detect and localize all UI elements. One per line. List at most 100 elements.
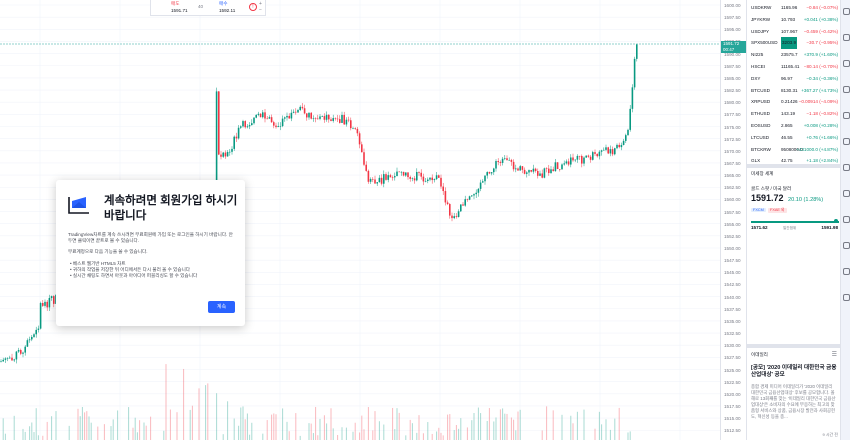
watchlist-row[interactable]: BTCUSD 8130.31 +367.27 (+4.73%) [747,85,841,97]
candle-body [345,119,348,125]
watchlist-change: +431000.0 (+4.87%) [796,146,838,152]
candle-body [248,125,251,127]
watchlist-row[interactable]: BTCKRW 9508000.0 +431000.0 (+4.87%) [747,144,841,156]
toolbar-icon[interactable] [843,294,850,301]
watchlist-change: +0.76 (+1.66%) [806,134,838,140]
candle-body [402,171,405,176]
plus-icon[interactable]: + [259,1,262,7]
exchange-tag[interactable]: FXAE 외 [768,208,787,213]
volume-bar [341,427,343,440]
volume-bar [273,413,275,440]
volume-bar [319,418,321,440]
candle-body [354,128,356,129]
watchlist-symbol: NI225 [751,52,764,58]
volume-bar [502,408,504,440]
toolbar-icon[interactable] [843,164,850,171]
toolbar-icon[interactable] [843,34,850,41]
toolbar-icon[interactable] [843,138,850,145]
toolbar-icon[interactable] [843,60,850,67]
volume-bar [189,409,191,440]
candle-body [28,339,31,341]
candle-body [464,199,466,206]
volume-bar [288,431,290,440]
candle-body [556,162,559,169]
candle-body [479,182,482,189]
toolbar-icon[interactable] [843,190,850,197]
watchlist-symbol: DXY [751,75,761,81]
candle-body [631,87,634,109]
candle-body [583,157,585,164]
exchange-tag[interactable]: FXCM [751,208,766,212]
candle-body [336,118,339,120]
candle-body [396,171,398,177]
buy-price-button[interactable]: 1592.11 [219,8,236,13]
minus-icon[interactable]: − [259,7,262,13]
watchlist-row[interactable]: HSCEI 11165.41 −80.14 (−0.70%) [747,61,841,73]
volume-bar [440,432,442,440]
watchlist-change: −0.34 (−0.36%) [806,75,838,81]
volume-bar [216,393,218,440]
continue-button[interactable]: 계속 [208,301,235,313]
quantity-stepper[interactable]: + − [259,1,262,13]
candle-body [438,175,440,178]
modal-paragraph: 무료계정으로 다음 기능을 쓸 수 있습니다. [68,249,148,255]
toolbar-icon[interactable] [843,8,850,15]
candle-body [416,172,418,181]
watchlist-symbol: HSCEI [751,64,766,69]
watchlist-row[interactable]: ETHUSD 143.19 −1.18 (−0.82%) [747,108,841,120]
candle-body [330,119,332,121]
volume-bar [183,368,185,440]
info-icon[interactable]: ! [249,3,257,11]
candle-body [499,162,502,163]
candle-body [497,161,499,163]
watchlist-row[interactable]: SPX500USD 3203.9 −30.7 (−0.95%) [747,37,841,50]
candle-body [490,172,493,174]
candle-body [253,117,255,124]
candlestick-chart[interactable] [0,0,720,440]
watchlist-row[interactable]: NI225 23575.7 +370.9 (+1.60%) [747,49,841,61]
volume-bar [128,407,130,440]
candle-body [446,202,449,205]
volume-bar [282,408,284,440]
volume-bar [242,406,244,440]
watchlist-row[interactable]: USDJPY 107.967 −0.459 (−0.42%) [747,26,841,38]
toolbar-icon[interactable] [843,268,850,275]
candle-body [532,168,535,172]
price-tick-label: 1587.50 [724,63,741,69]
watchlist-symbol: GLX [751,158,761,164]
candle-body [484,175,486,182]
toolbar-icon[interactable] [843,216,850,223]
price-tick-label: 1575.00 [724,124,741,130]
volume-bar [2,418,4,440]
candle-body [607,147,609,154]
candle-body [295,111,297,113]
sell-price-button[interactable]: 1591.71 [171,8,188,13]
candle-body [409,177,411,179]
candle-body [13,359,15,361]
price-axis[interactable]: 1600.001597.501595.001592.501590.001587.… [720,0,747,440]
watchlist-row[interactable]: XRPUSD 0.21426 −0.00914 (−4.09%) [747,96,841,108]
volume-bar [605,419,607,440]
price-tick-label: 1517.50 [724,403,741,409]
toolbar-icon[interactable] [843,86,850,93]
buy-sell-widget[interactable]: 매도 1591.71 40 매수 1592.11 ! + − [150,0,266,16]
volume-bar [378,421,380,440]
watchlist-row[interactable]: USDKRW 1165.96 −0.84 (−0.07%) [747,2,841,14]
watchlist-row[interactable]: JPYKRW 10.793 +0.041 (+0.38%) [747,14,841,26]
watchlist-row[interactable]: LTCUSD 46.55 +0.76 (+1.66%) [747,132,841,144]
menu-icon[interactable]: ☰ [831,352,837,358]
price-tick-label: 1547.50 [724,258,741,264]
watchlist-row[interactable]: DXY 96.97 −0.34 (−0.36%) [747,73,841,85]
volume-bar [29,426,31,440]
volume-bar [374,411,376,440]
right-panel: USDKRW 1165.96 −0.84 (−0.07%) JPYKRW 10.793 +… [746,0,841,440]
watchlist-row[interactable]: GLX 42.75 +1.18 (+2.84%) [747,155,841,167]
watchlist-row[interactable]: EOSUSD 2.865 +0.008 (+0.28%) [747,120,841,132]
toolbar-icon[interactable] [843,112,850,119]
toolbar-icon[interactable] [843,242,850,249]
price-tick-label: 1520.00 [724,391,741,397]
candle-body [268,117,271,119]
candle-body [215,91,218,242]
news-headline[interactable]: [공모] '2020 이데일리 대한민국 금융산업대상' 공모 [751,365,837,378]
volume-bar [394,429,396,440]
